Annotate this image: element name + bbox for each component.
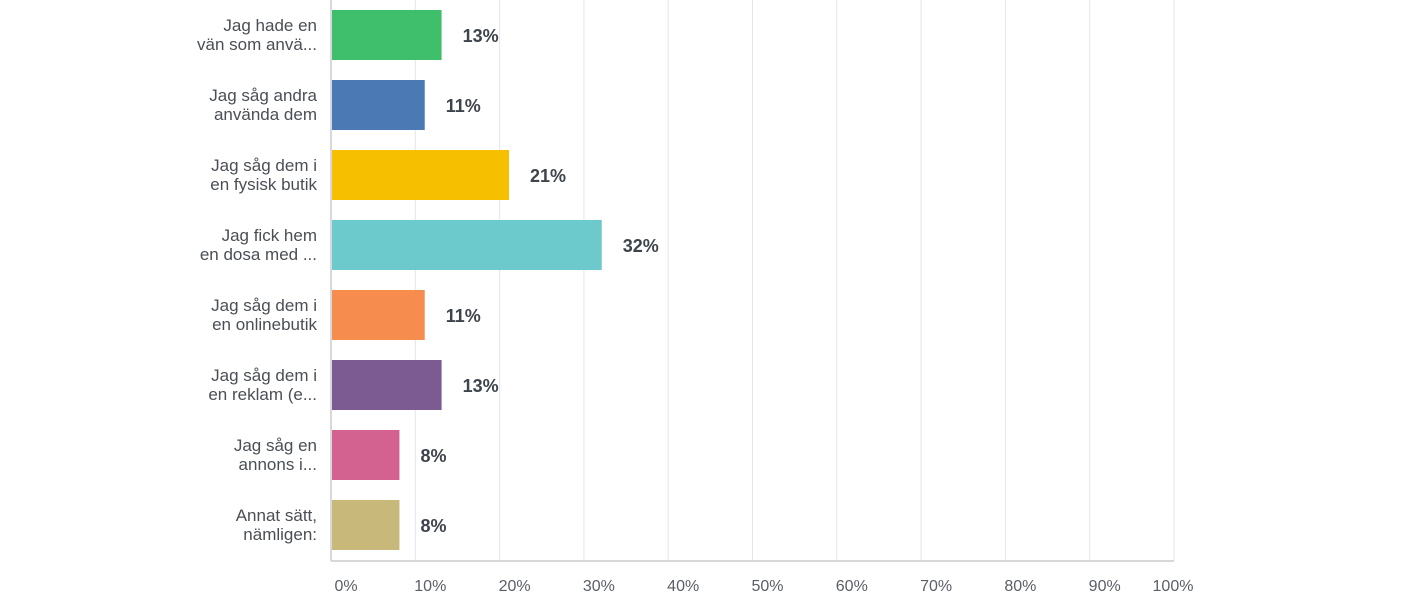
category-label-line: Jag såg en — [234, 436, 317, 455]
bar — [332, 150, 510, 200]
value-label: 21% — [530, 166, 566, 186]
value-label: 32% — [623, 236, 659, 256]
x-tick-label: 10% — [414, 578, 446, 595]
value-labels: 13% 11% 21% 32% 11% 13% 8% 8% — [420, 26, 658, 536]
value-label: 13% — [463, 376, 499, 396]
category-label-line: använda dem — [214, 105, 317, 124]
value-label: 11% — [446, 306, 481, 326]
x-tick-label: 90% — [1089, 578, 1121, 595]
gridlines — [414, 0, 1175, 561]
bar — [332, 290, 425, 340]
category-label: Jag såg dem i en fysisk butik — [210, 156, 317, 194]
bar — [332, 360, 442, 410]
x-tick-label: 0% — [334, 578, 357, 595]
category-label-line: Jag hade en — [223, 16, 317, 35]
category-label-line: Annat sätt, — [236, 506, 317, 525]
x-axis: 0% 10% 20% 30% 40% 50% 60% 70% 80% 90% 100% — [330, 0, 1194, 595]
x-tick-label: 80% — [1004, 578, 1036, 595]
category-label: Jag hade en vän som anvä... — [197, 16, 317, 54]
bar — [332, 80, 425, 130]
bars — [332, 10, 602, 550]
category-label-line: annons i... — [239, 455, 317, 474]
category-label-line: Jag såg dem i — [211, 296, 317, 315]
category-label-line: en dosa med ... — [200, 245, 317, 264]
bar — [332, 10, 442, 60]
bar — [332, 220, 602, 270]
value-label: 8% — [420, 516, 446, 536]
x-tick-label: 50% — [751, 578, 783, 595]
x-tick-label: 70% — [920, 578, 952, 595]
category-label: Jag fick hem en dosa med ... — [200, 226, 317, 264]
bar — [332, 500, 400, 550]
category-label: Jag såg dem i en reklam (e... — [208, 366, 317, 404]
category-label-line: nämligen: — [243, 525, 317, 544]
category-label-line: Jag såg andra — [209, 86, 317, 105]
category-label-line: Jag såg dem i — [211, 156, 317, 175]
category-label: Jag såg dem i en onlinebutik — [211, 296, 317, 334]
category-label-line: Jag såg dem i — [211, 366, 317, 385]
category-label-line: en reklam (e... — [208, 385, 317, 404]
category-label-line: en fysisk butik — [210, 175, 317, 194]
x-tick-label: 20% — [499, 578, 531, 595]
value-label: 11% — [446, 96, 481, 116]
category-labels: Jag hade en vän som anvä...Jag såg andra a… — [197, 16, 318, 544]
value-label: 8% — [420, 446, 446, 466]
category-label: Jag såg en annons i... — [234, 436, 317, 474]
value-label: 13% — [463, 26, 499, 46]
category-label: Annat sätt, nämligen: — [236, 506, 317, 544]
bar — [332, 430, 400, 480]
x-tick-label: 30% — [583, 578, 615, 595]
category-label: Jag såg andra använda dem — [209, 86, 317, 124]
category-label-line: Jag fick hem — [222, 226, 317, 245]
x-tick-label: 40% — [667, 578, 699, 595]
x-tick-label: 60% — [836, 578, 868, 595]
x-tick-label: 100% — [1153, 578, 1194, 595]
category-label-line: vän som anvä... — [197, 35, 317, 54]
category-label-line: en onlinebutik — [212, 315, 317, 334]
